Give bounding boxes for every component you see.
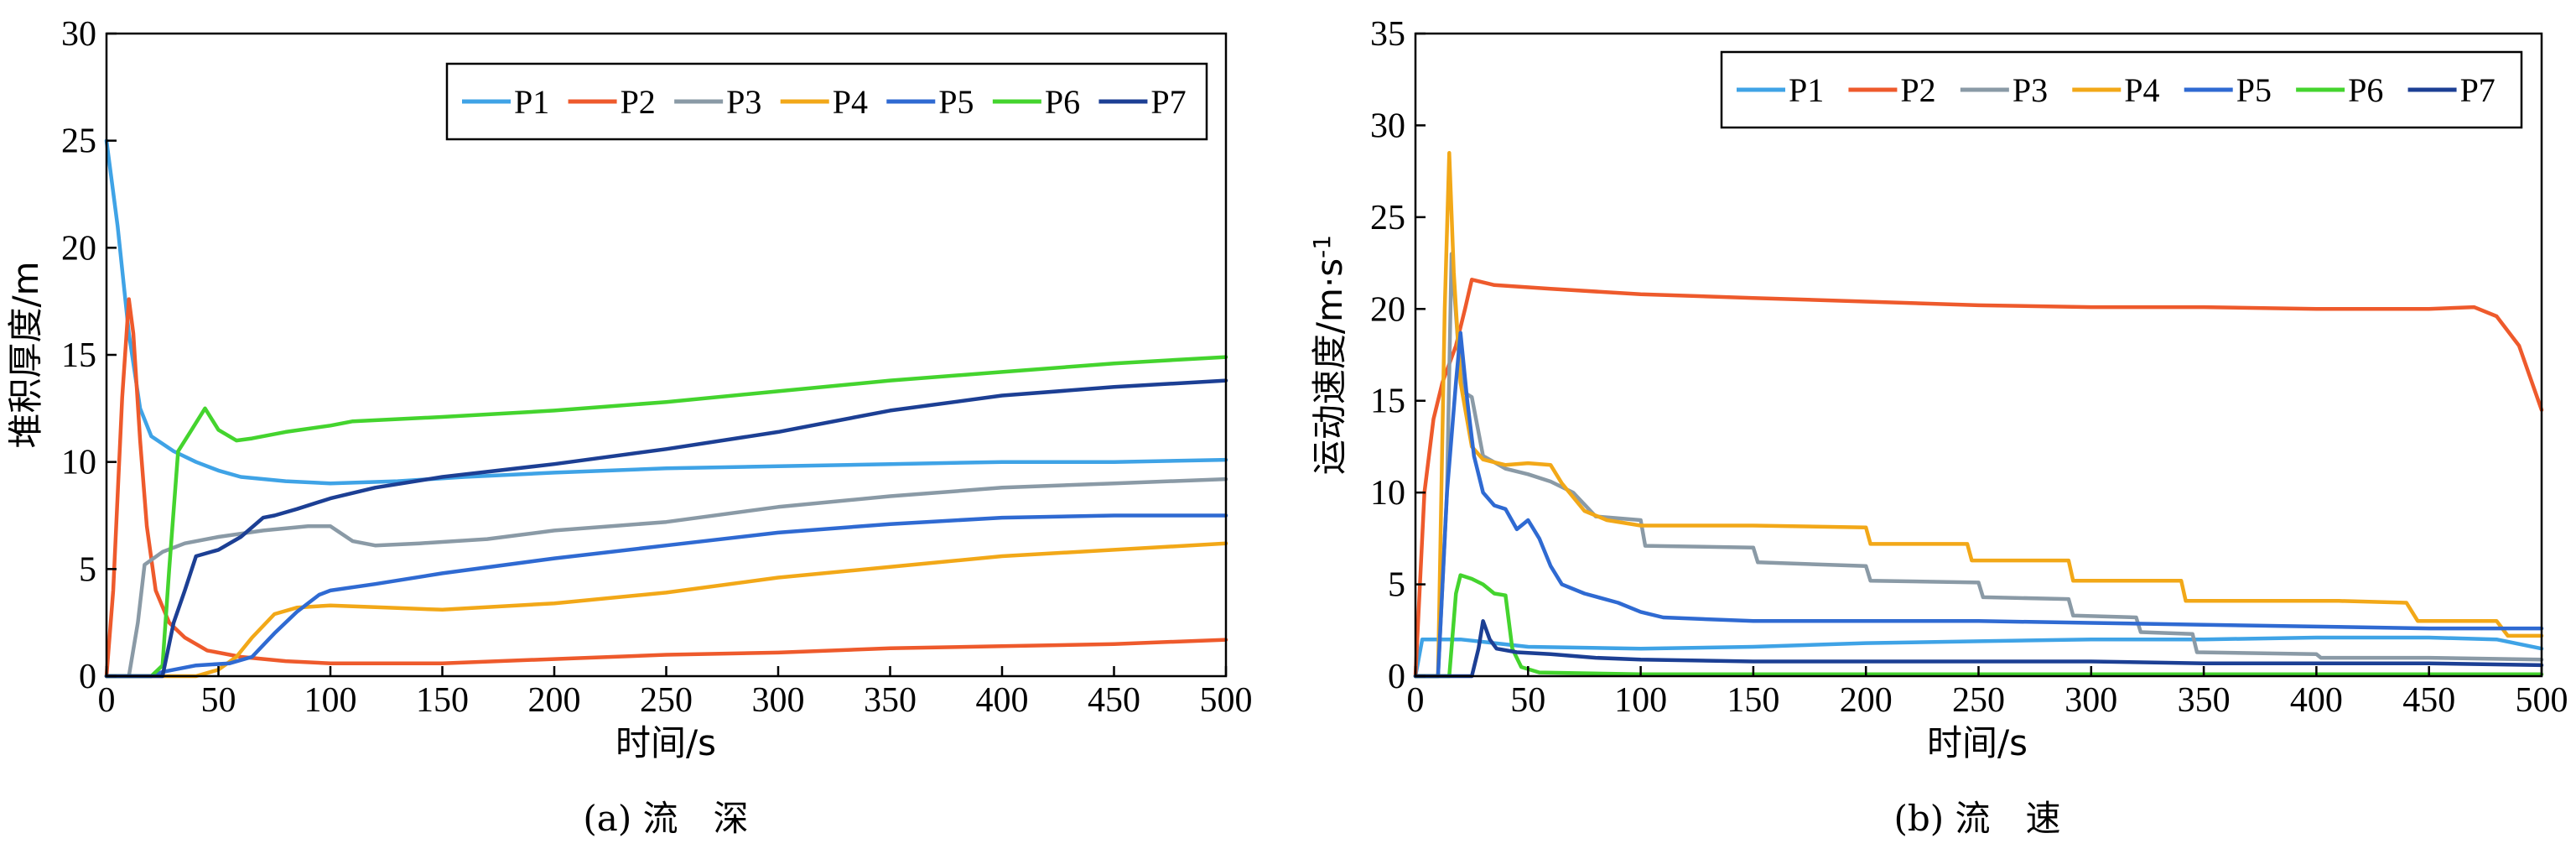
depth-x-tick-label: 450: [1088, 681, 1140, 720]
velocity-series-p6: [1413, 573, 2544, 679]
velocity-y-axis-title: 运动速度/m·s-1: [1308, 235, 1350, 475]
depth-series-p3: [104, 476, 1228, 679]
velocity-y-axis-title-main: 运动速度/m·s: [1309, 258, 1350, 475]
depth-series-p2: [104, 297, 1228, 679]
depth-x-tick-label: 500: [1200, 681, 1253, 720]
velocity-x-axis-title: 时间/s: [1927, 722, 2028, 763]
depth-series-layer: [104, 138, 1228, 679]
depth-x-tick-label: 350: [864, 681, 917, 720]
velocity-x-tick-label: 100: [1614, 681, 1667, 720]
depth-y-tick-label: 5: [79, 550, 96, 589]
depth-x-tick-label: 100: [304, 681, 357, 720]
velocity-legend-label-p3: P3: [2012, 71, 2048, 109]
velocity-x-tick-label: 250: [1952, 681, 2005, 720]
depth-legend-label-p2: P2: [621, 83, 656, 121]
depth-legend: P1 P2 P3 P4 P5 P6 P7: [445, 62, 1208, 141]
depth-y-ticks: 0 5 10 15 20 25 30: [61, 15, 117, 696]
velocity-x-tick-label: 300: [2064, 681, 2117, 720]
velocity-x-tick-label: 50: [1510, 681, 1545, 720]
depth-y-axis-title: 堆积厚度/m: [5, 261, 46, 448]
depth-y-tick-label: 25: [61, 122, 96, 161]
depth-x-tick-label: 400: [976, 681, 1029, 720]
velocity-x-tick-label: 0: [1407, 681, 1425, 720]
depth-y-tick-label: 15: [61, 336, 96, 375]
velocity-x-tick-label: 200: [1840, 681, 1893, 720]
depth-series-p1: [104, 138, 1228, 486]
velocity-chart-panel: 0 50 100 150 200 250 300 350 400 450 500 0 5 10 15 20 2…: [1308, 15, 2568, 839]
velocity-y-tick-label: 10: [1370, 474, 1405, 513]
velocity-legend-label-p7: P7: [2460, 71, 2496, 109]
velocity-legend-label-p4: P4: [2124, 71, 2159, 109]
depth-series-p5: [104, 513, 1228, 679]
depth-chart-panel: 0 50 100 150 200 250 300 350 400 450 500 0 5 10 15 20 2…: [5, 15, 1253, 839]
depth-x-axis-title: 时间/s: [615, 722, 716, 763]
depth-x-tick-label: 250: [640, 681, 693, 720]
velocity-x-tick-label: 400: [2290, 681, 2343, 720]
velocity-y-tick-label: 30: [1370, 107, 1405, 145]
depth-legend-label-p5: P5: [938, 83, 974, 121]
depth-x-tick-label: 0: [98, 681, 116, 720]
velocity-legend-box: [1720, 50, 2523, 129]
velocity-y-tick-label: 15: [1370, 383, 1405, 421]
velocity-x-ticks: 0 50 100 150 200 250 300 350 400 450 500: [1407, 666, 2568, 720]
velocity-y-axis-title-sup: -1: [1308, 235, 1336, 258]
depth-x-tick-label: 150: [416, 681, 469, 720]
velocity-legend-label-p2: P2: [1900, 71, 1935, 109]
velocity-series-p3: [1413, 252, 2544, 679]
depth-legend-label-p6: P6: [1045, 83, 1080, 121]
depth-series-p7: [104, 378, 1228, 679]
depth-x-tick-label: 300: [752, 681, 805, 720]
depth-x-tick-label: 50: [201, 681, 236, 720]
velocity-series-p5: [1413, 331, 2544, 679]
velocity-legend: P1 P2 P3 P4 P5 P6 P7: [1720, 50, 2523, 129]
velocity-series-p7: [1413, 619, 2544, 679]
velocity-y-tick-label: 20: [1370, 290, 1405, 329]
velocity-legend-label-p5: P5: [2236, 71, 2272, 109]
depth-y-tick-label: 0: [79, 658, 96, 696]
velocity-y-tick-label: 5: [1388, 566, 1405, 605]
velocity-y-ticks: 0 5 10 15 20 25 30 35: [1370, 15, 1426, 696]
depth-y-tick-label: 30: [61, 15, 96, 54]
velocity-y-tick-label: 0: [1388, 658, 1405, 696]
depth-caption: (a) 流 深: [583, 798, 748, 839]
velocity-series-layer: [1413, 151, 2544, 679]
velocity-series-p1: [1413, 635, 2544, 679]
depth-y-tick-label: 10: [61, 444, 96, 482]
velocity-series-p2: [1413, 278, 2544, 679]
velocity-x-tick-label: 350: [2178, 681, 2231, 720]
depth-series-p4: [104, 541, 1228, 679]
depth-series-p6: [104, 355, 1228, 679]
depth-legend-label-p4: P4: [833, 83, 868, 121]
velocity-x-tick-label: 500: [2516, 681, 2568, 720]
depth-x-tick-label: 200: [528, 681, 581, 720]
depth-legend-label-p7: P7: [1150, 83, 1186, 121]
velocity-plot-frame: [1414, 32, 2543, 678]
velocity-y-tick-label: 25: [1370, 199, 1405, 237]
velocity-x-tick-label: 150: [1727, 681, 1779, 720]
depth-legend-label-p3: P3: [726, 83, 761, 121]
depth-x-ticks: 0 50 100 150 200 250 300 350 400 450 500: [98, 666, 1253, 720]
velocity-legend-label-p6: P6: [2348, 71, 2383, 109]
velocity-y-tick-label: 35: [1370, 15, 1405, 54]
velocity-x-tick-label: 450: [2402, 681, 2455, 720]
velocity-series-p4: [1413, 151, 2544, 679]
depth-legend-label-p1: P1: [514, 83, 549, 121]
velocity-caption: (b) 流 速: [1893, 798, 2060, 839]
depth-y-tick-label: 20: [61, 229, 96, 268]
velocity-legend-label-p1: P1: [1789, 71, 1824, 109]
